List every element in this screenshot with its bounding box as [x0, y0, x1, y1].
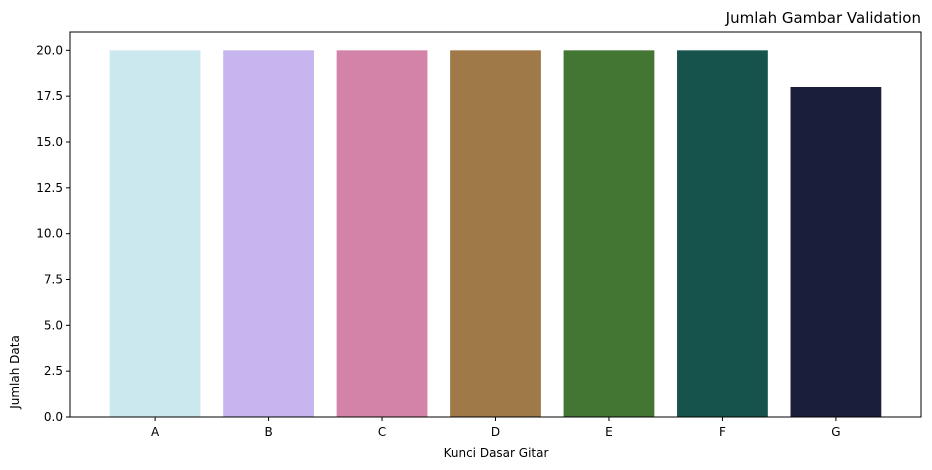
x-axis-label: Kunci Dasar Gitar [444, 446, 549, 460]
bar-b [223, 50, 314, 417]
plot-area: A B C D E F G 0.0 2.5 5.0 7.5 10.0 12.5 15.0 17.5 20.0 [36, 31, 922, 439]
x-tick-label: F [719, 425, 726, 439]
x-tick-label: A [151, 425, 160, 439]
bars [109, 50, 882, 417]
y-tick-label: 7.5 [44, 273, 63, 287]
y-tick-label: 10.0 [36, 227, 63, 241]
x-tick-label: D [491, 425, 500, 439]
y-axis-ticks: 0.0 2.5 5.0 7.5 10.0 12.5 15.0 17.5 20.0 [36, 43, 70, 424]
bar-g [790, 87, 882, 417]
bar-c [336, 50, 428, 417]
x-tick-label: G [831, 425, 840, 439]
y-axis-label: Jumlah Data [8, 335, 22, 410]
y-tick-label: 15.0 [36, 135, 63, 149]
x-axis-ticks: A B C D E F G [151, 417, 841, 439]
y-tick-label: 5.0 [44, 318, 63, 332]
y-tick-label: 2.5 [44, 364, 63, 378]
bar-d [450, 50, 541, 417]
x-tick-label: C [378, 425, 386, 439]
bar-a [109, 50, 201, 417]
chart-title: Jumlah Gambar Validation [725, 9, 921, 27]
y-tick-label: 12.5 [36, 181, 63, 195]
x-tick-label: B [264, 425, 272, 439]
bar-f [677, 50, 768, 417]
y-tick-label: 20.0 [36, 43, 63, 57]
bar-e [563, 50, 655, 417]
y-tick-label: 17.5 [36, 89, 63, 103]
x-tick-label: E [605, 425, 613, 439]
y-tick-label: 0.0 [44, 410, 63, 424]
